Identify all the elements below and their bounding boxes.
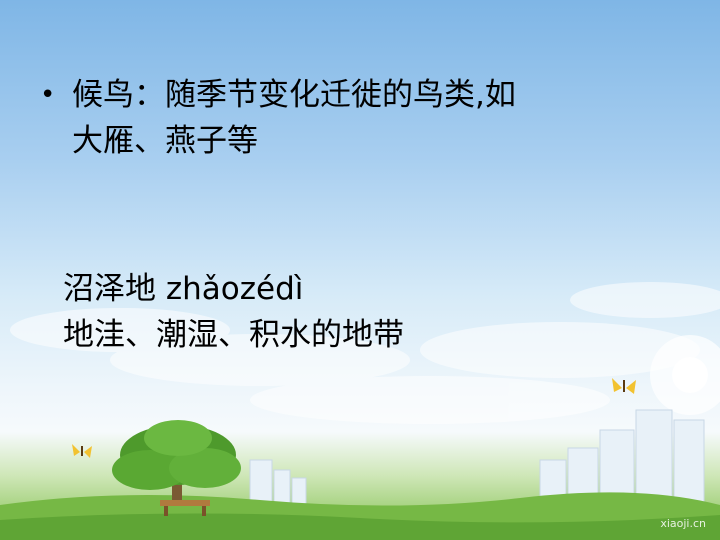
term-word-pinyin: 沼泽地 zhǎozédì: [63, 271, 304, 307]
bullet-text: 候鸟：随季节变化迁徙的鸟类,如 大雁、燕子等: [72, 72, 680, 164]
butterfly-icon: [72, 444, 92, 458]
bullet-marker: •: [40, 80, 56, 110]
butterfly-icon: [612, 378, 636, 394]
clouds: [10, 282, 720, 424]
bullet-line-1: 候鸟：随季节变化迁徙的鸟类,如: [72, 77, 516, 113]
watermark: xiaoji.cn: [660, 517, 706, 530]
bullet-definition-migratory-birds: • 候鸟：随季节变化迁徙的鸟类,如 大雁、燕子等: [40, 72, 680, 164]
bullet-line-2: 大雁、燕子等: [72, 123, 258, 159]
tree: [112, 420, 241, 505]
bench: [160, 500, 210, 516]
term-definition: 地洼、潮湿、积水的地带: [63, 317, 404, 353]
term-definition-swamp: 沼泽地 zhǎozédì 地洼、潮湿、积水的地带: [63, 266, 663, 358]
